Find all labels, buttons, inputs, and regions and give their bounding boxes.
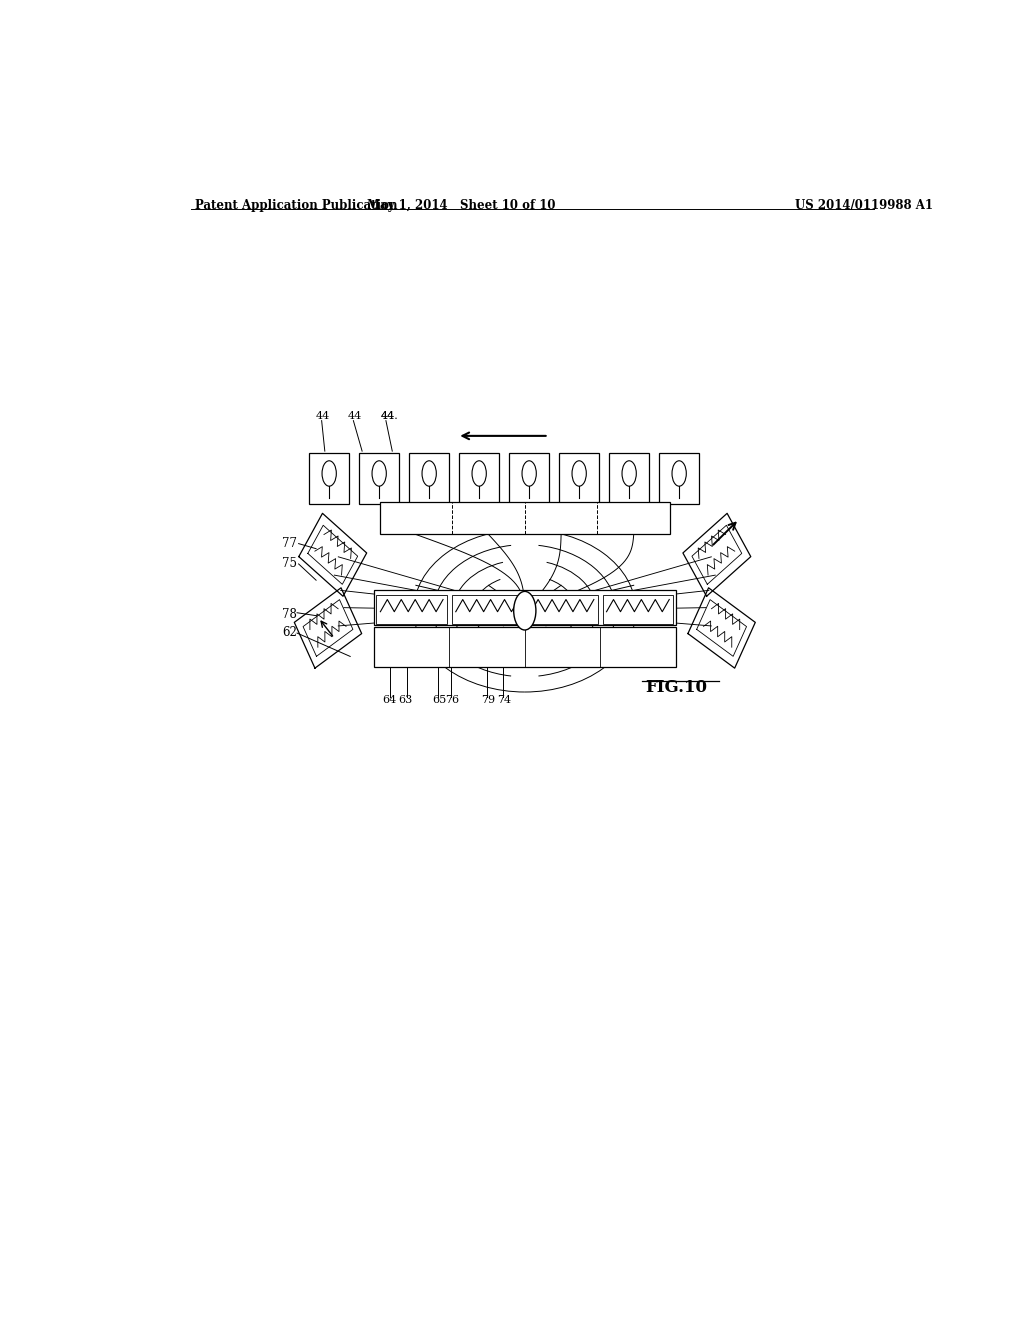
Ellipse shape [572,461,587,486]
Bar [380,502,670,535]
Text: 79: 79 [481,696,496,705]
Bar [374,590,676,624]
Text: 62: 62 [282,626,297,639]
Ellipse shape [622,461,636,486]
Ellipse shape [672,461,686,486]
Text: 77: 77 [282,537,297,549]
Text: 44.: 44. [380,411,398,421]
Text: 64: 64 [382,696,396,705]
Bar [609,453,649,504]
Ellipse shape [422,461,436,486]
Bar [359,453,399,504]
Text: 44: 44 [380,411,394,421]
Bar [409,453,450,504]
Bar [374,627,676,667]
Text: US 2014/0119988 A1: US 2014/0119988 A1 [795,199,933,213]
Bar [509,453,550,504]
Bar [559,453,599,504]
Text: FIG.10: FIG.10 [645,678,708,696]
Ellipse shape [372,461,386,486]
Bar [459,453,500,504]
Bar [602,595,673,624]
Ellipse shape [514,591,536,630]
Ellipse shape [472,461,486,486]
Bar [452,595,522,624]
Ellipse shape [522,461,537,486]
Text: 78: 78 [282,607,297,620]
Text: 44: 44 [316,411,331,421]
Text: May 1, 2014   Sheet 10 of 10: May 1, 2014 Sheet 10 of 10 [367,199,556,213]
Text: 76: 76 [445,696,460,705]
Bar [527,595,598,624]
Text: 63: 63 [397,696,412,705]
Text: 65: 65 [432,696,446,705]
Bar [658,453,699,504]
Text: Patent Application Publication: Patent Application Publication [196,199,398,213]
Bar [377,595,447,624]
Bar [309,453,349,504]
Text: 44: 44 [348,411,362,421]
Text: 75: 75 [282,557,297,570]
Text: 74: 74 [497,696,511,705]
Ellipse shape [322,461,336,486]
